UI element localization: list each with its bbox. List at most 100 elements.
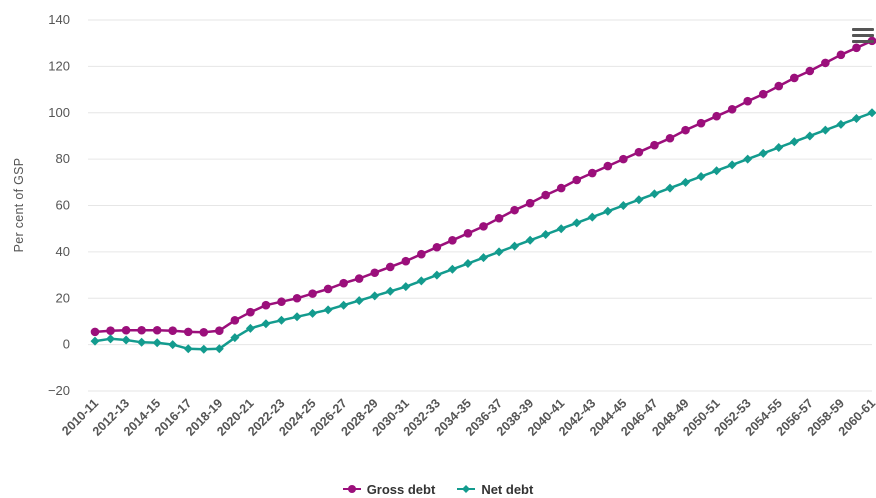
data-point[interactable] — [743, 154, 753, 164]
data-point[interactable] — [463, 258, 473, 268]
data-point[interactable] — [230, 333, 240, 343]
data-point[interactable] — [618, 201, 628, 210]
data-point[interactable] — [650, 140, 659, 150]
data-point[interactable] — [525, 198, 535, 208]
data-point[interactable] — [867, 108, 876, 118]
data-point[interactable] — [401, 256, 411, 266]
data-point[interactable] — [183, 327, 193, 337]
data-point[interactable] — [323, 284, 333, 294]
data-point[interactable] — [712, 111, 721, 121]
data-point[interactable] — [603, 206, 613, 216]
data-point[interactable] — [245, 323, 255, 333]
data-point[interactable] — [820, 125, 830, 135]
data-point[interactable] — [681, 125, 690, 135]
data-point[interactable] — [152, 325, 162, 335]
data-point[interactable] — [774, 143, 784, 153]
data-point[interactable] — [261, 300, 271, 310]
data-point[interactable] — [199, 344, 209, 354]
data-point[interactable] — [619, 154, 628, 164]
data-point[interactable] — [587, 212, 597, 222]
hamburger-menu-icon[interactable] — [852, 26, 874, 46]
data-point[interactable] — [448, 235, 457, 245]
data-point[interactable] — [447, 264, 457, 274]
data-point[interactable] — [743, 96, 752, 106]
data-point[interactable] — [277, 297, 286, 307]
data-point[interactable] — [479, 222, 488, 231]
data-point[interactable] — [137, 325, 146, 335]
data-point[interactable] — [572, 175, 582, 185]
data-point[interactable] — [525, 235, 535, 245]
data-point[interactable] — [106, 326, 115, 336]
data-point[interactable] — [339, 300, 349, 310]
data-point[interactable] — [121, 335, 131, 345]
data-point[interactable] — [634, 147, 644, 157]
legend-item-net-debt[interactable]: Net debt — [457, 482, 533, 497]
data-point[interactable] — [370, 268, 380, 278]
data-point[interactable] — [758, 89, 768, 99]
data-point[interactable] — [292, 312, 302, 322]
data-point[interactable] — [510, 241, 520, 251]
data-point[interactable] — [852, 43, 861, 53]
data-point[interactable] — [261, 319, 271, 329]
data-point[interactable] — [385, 286, 395, 296]
data-point[interactable] — [276, 315, 286, 325]
data-point[interactable] — [727, 104, 737, 114]
data-point[interactable] — [790, 73, 799, 83]
data-point[interactable] — [308, 289, 317, 298]
data-point[interactable] — [90, 336, 100, 346]
data-point[interactable] — [323, 305, 333, 315]
data-point[interactable] — [805, 131, 815, 141]
data-point[interactable] — [572, 218, 582, 228]
data-point[interactable] — [681, 177, 691, 187]
data-point[interactable] — [494, 247, 504, 257]
data-point[interactable] — [805, 66, 815, 76]
data-point[interactable] — [510, 205, 519, 215]
data-point[interactable] — [556, 183, 566, 193]
data-point[interactable] — [665, 183, 675, 193]
data-point[interactable] — [401, 282, 411, 292]
data-point[interactable] — [370, 291, 380, 301]
data-point[interactable] — [758, 148, 768, 158]
data-point[interactable] — [152, 338, 162, 348]
data-point[interactable] — [494, 213, 504, 223]
data-point[interactable] — [230, 315, 240, 325]
data-point[interactable] — [106, 334, 116, 344]
data-point[interactable] — [541, 229, 551, 239]
data-point[interactable] — [603, 161, 613, 171]
data-point[interactable] — [339, 278, 348, 288]
data-point[interactable] — [836, 50, 846, 60]
data-point[interactable] — [836, 119, 846, 129]
data-point[interactable] — [463, 229, 473, 238]
data-point[interactable] — [246, 307, 255, 317]
data-point[interactable] — [168, 326, 177, 336]
data-point[interactable] — [649, 189, 659, 199]
data-point[interactable] — [292, 293, 302, 303]
data-point[interactable] — [851, 114, 861, 124]
data-point[interactable] — [696, 172, 706, 182]
data-point[interactable] — [90, 327, 100, 337]
data-point[interactable] — [416, 276, 426, 286]
legend-item-gross-debt[interactable]: Gross debt — [342, 482, 435, 497]
data-point[interactable] — [354, 274, 364, 283]
data-point[interactable] — [712, 166, 722, 176]
data-point[interactable] — [215, 326, 224, 336]
data-point[interactable] — [432, 270, 442, 280]
data-point[interactable] — [214, 344, 224, 354]
data-point[interactable] — [634, 195, 644, 205]
data-point[interactable] — [789, 137, 799, 147]
data-point[interactable] — [168, 340, 178, 350]
data-point[interactable] — [727, 160, 737, 170]
data-point[interactable] — [183, 344, 193, 354]
data-point[interactable] — [354, 296, 364, 306]
data-point[interactable] — [432, 242, 442, 252]
data-point[interactable] — [137, 337, 147, 347]
data-point[interactable] — [308, 308, 318, 318]
data-point[interactable] — [821, 58, 830, 68]
data-point[interactable] — [587, 168, 597, 178]
data-point[interactable] — [774, 81, 784, 91]
data-point[interactable] — [385, 262, 395, 272]
data-point[interactable] — [417, 249, 426, 259]
data-point[interactable] — [541, 190, 550, 200]
data-point[interactable] — [696, 118, 706, 128]
data-point[interactable] — [556, 224, 566, 234]
